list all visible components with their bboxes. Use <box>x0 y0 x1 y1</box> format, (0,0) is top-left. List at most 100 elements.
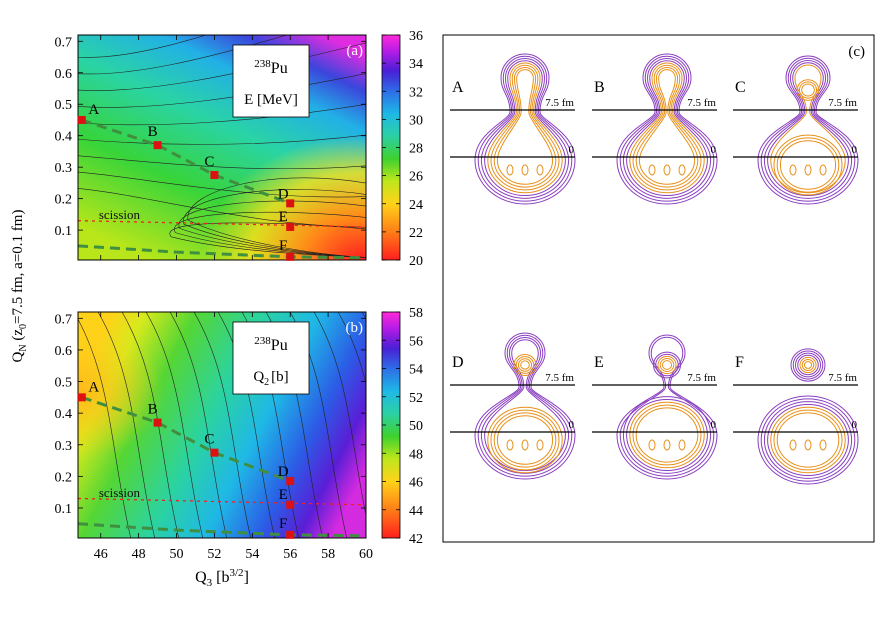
fragment-contour <box>763 401 853 479</box>
fragment-contour <box>773 409 843 471</box>
y-tick-label: 0.4 <box>55 130 73 145</box>
shape-label: E <box>594 354 604 371</box>
density-contour <box>477 334 573 477</box>
density-blob <box>536 439 544 451</box>
density-contour <box>629 62 705 194</box>
colorbar-tick-label: 30 <box>409 113 423 128</box>
point-marker-a <box>77 393 86 402</box>
shape-c: C 7.5 fm 0 <box>733 55 859 205</box>
y-tick-label: 0.7 <box>55 35 73 50</box>
panel-a-hot-region <box>78 35 366 260</box>
panel-b-label: (b) <box>346 320 364 336</box>
panel-c-shapes: (c) A 7.5 fm 0 B 7.5 fm 0 C 7.5 fm 0 D 7.5 fm 0 E 7.5… <box>442 34 875 543</box>
density-blob <box>521 164 529 176</box>
density-blob <box>819 164 827 176</box>
density-contour <box>474 53 576 205</box>
colorbar-a: 20 22 24 26 28 30 32 34 36 <box>381 29 423 269</box>
density-contour <box>770 64 846 194</box>
fragment-contour <box>773 134 843 196</box>
contour-line <box>337 312 366 386</box>
colorbar-tick-label: 54 <box>409 363 423 378</box>
colorbar-tick-label: 28 <box>409 142 423 157</box>
x-tick-label: 60 <box>359 547 373 562</box>
contour-line <box>145 312 204 538</box>
y-tick-label: 0.1 <box>55 502 73 517</box>
x-tick-label: 50 <box>170 547 184 562</box>
panel-a-heatmap: scission 0.1 0.2 0.3 0.4 0.5 0.6 0.7 A B C DEF (a… <box>55 34 367 261</box>
point-label-f: F <box>279 238 287 254</box>
line-lower-label: 0 <box>569 144 575 156</box>
line-upper-label: 7.5 fm <box>828 97 857 109</box>
shape-e: E 7.5 fm 0 <box>592 334 718 480</box>
contour-line <box>169 312 228 538</box>
density-blob <box>678 164 686 176</box>
fragment-contour <box>792 350 824 380</box>
point-label-f: F <box>279 516 287 532</box>
scission-label: scission <box>99 207 141 222</box>
svg-text:238Pu: 238Pu <box>254 58 287 77</box>
fragment-contour <box>770 406 846 474</box>
point-label-e: E <box>279 487 288 503</box>
shape-label: C <box>735 79 746 96</box>
panel-c-label: (c) <box>848 44 865 60</box>
y-tick-label: 0.5 <box>55 98 73 113</box>
panel-b-overlay: scission <box>78 395 366 538</box>
contour-line <box>78 318 132 538</box>
density-blob <box>663 439 671 451</box>
panel-b-quantity-main: Q <box>253 369 264 385</box>
x-tick-label: 46 <box>94 547 108 562</box>
contour-line <box>78 73 366 108</box>
y-tick-label: 0.1 <box>55 224 73 239</box>
density-contour <box>760 57 856 202</box>
density-blob <box>536 164 544 176</box>
point-marker-c <box>210 171 219 180</box>
point-marker-c <box>210 448 219 457</box>
contour-line <box>183 189 366 258</box>
y-tick-label: 0.6 <box>55 344 73 359</box>
point-marker-a <box>77 115 86 124</box>
fragment-contour <box>652 351 682 379</box>
density-blob <box>663 164 671 176</box>
colorbar-tick-label: 46 <box>409 476 423 491</box>
y-tick-label: 0.4 <box>55 407 73 422</box>
panel-b-frame <box>77 311 367 539</box>
contour-line <box>187 177 366 258</box>
fragment-contour <box>776 137 840 193</box>
density-contour <box>477 55 573 202</box>
density-blob <box>789 439 797 451</box>
fragment-contour <box>796 79 820 101</box>
shape-label: B <box>594 79 605 96</box>
fusion-path <box>78 522 366 538</box>
y-tick-label: 0.5 <box>55 376 73 391</box>
y-axis-label: QN (z0=7.5 fm, a=0.1 fm) <box>10 210 29 363</box>
fragment-contour <box>659 358 675 372</box>
point-label-a: A <box>88 102 99 118</box>
panel-a-overlay: scission <box>78 118 366 260</box>
panel-a-label: (a) <box>346 43 363 59</box>
panel-b-nucleus-mass: 238 <box>254 335 271 347</box>
shape-label: A <box>452 79 464 96</box>
point-label-b: B <box>148 402 158 418</box>
shape-b: B 7.5 fm 0 <box>592 53 718 205</box>
contour-line <box>78 155 366 170</box>
point-label-c: C <box>204 154 214 170</box>
density-contour <box>484 60 566 197</box>
contour-line <box>169 222 366 258</box>
panel-b-nucleus-symbol: Pu <box>271 337 288 354</box>
point-label-c: C <box>204 432 214 448</box>
density-blob <box>506 439 514 451</box>
point-label-e: E <box>279 209 288 225</box>
contour-line <box>78 35 207 58</box>
fragment-contour <box>487 406 563 474</box>
density-contour <box>480 337 570 474</box>
point-marker-d <box>286 477 295 486</box>
fission-path <box>81 118 291 205</box>
point-marker-f <box>286 252 295 261</box>
panel-a-quantity: E [MeV] <box>244 92 298 108</box>
fission-path <box>81 395 291 483</box>
density-blob <box>678 439 686 451</box>
density-blob <box>819 439 827 451</box>
contour-line <box>193 312 252 538</box>
fragment-contour <box>790 348 826 382</box>
fragment-contour <box>799 356 817 374</box>
